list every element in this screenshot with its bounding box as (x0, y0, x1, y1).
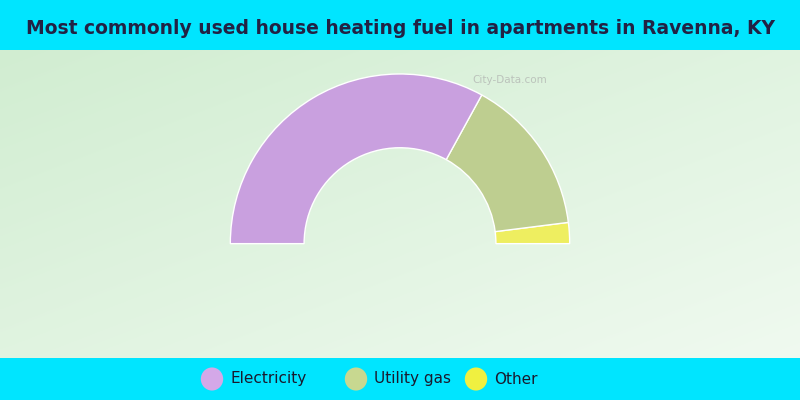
Text: Most commonly used house heating fuel in apartments in Ravenna, KY: Most commonly used house heating fuel in… (26, 20, 774, 38)
Wedge shape (495, 222, 570, 244)
Text: Electricity: Electricity (230, 372, 306, 386)
Wedge shape (230, 74, 482, 244)
Text: City-Data.com: City-Data.com (473, 75, 547, 85)
Ellipse shape (201, 368, 223, 390)
Text: Other: Other (494, 372, 538, 386)
Ellipse shape (465, 368, 487, 390)
Wedge shape (446, 95, 568, 232)
Text: Utility gas: Utility gas (374, 372, 451, 386)
Ellipse shape (345, 368, 367, 390)
